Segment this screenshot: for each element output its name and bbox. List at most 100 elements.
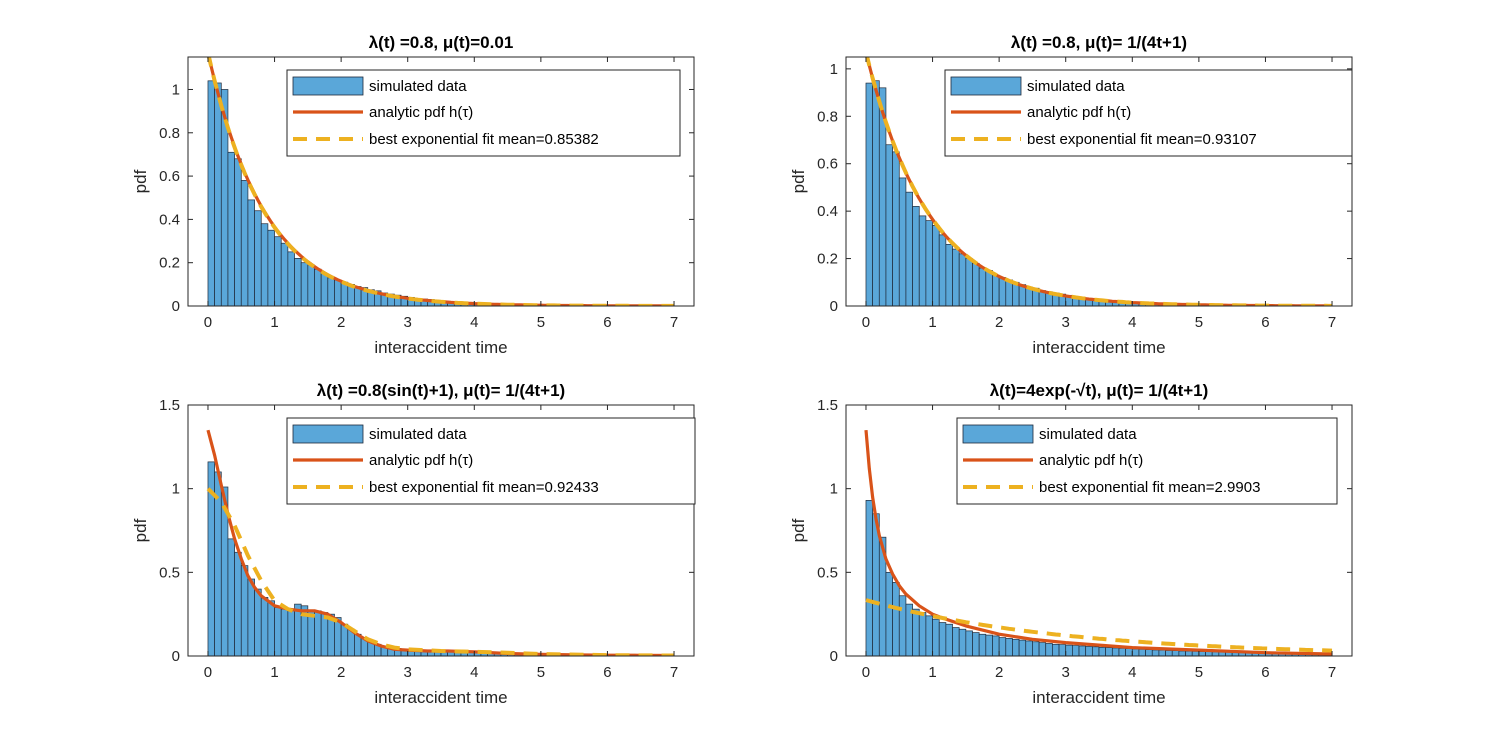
chart-title: λ(t) =0.8, μ(t)=0.01: [369, 33, 514, 52]
histogram-bar: [918, 612, 927, 657]
histogram-bar: [952, 627, 960, 657]
x-tick-label: 3: [404, 314, 412, 331]
legend-label-fit: best exponential fit mean=2.9903: [1039, 479, 1260, 496]
legend-swatch-histogram: [292, 424, 364, 444]
histogram-bar: [1198, 651, 1206, 657]
histogram-bar: [294, 258, 302, 307]
subplot-3: 0 1 2 3 4 5 6 7 0 0.5 1 1.5 λ(t) =0.8(sin(t)+1), μ(t…: [131, 381, 696, 707]
histogram-bar: [912, 608, 920, 657]
y-axis-label: pdf: [789, 169, 808, 193]
x-tick-label: 2: [995, 664, 1003, 681]
histogram-bar: [287, 251, 295, 307]
y-tick-label: 0: [172, 298, 180, 315]
histogram-bar: [267, 600, 275, 657]
histogram-bar: [1145, 649, 1153, 657]
x-tick-label: 4: [470, 314, 478, 331]
histogram-bar: [998, 277, 1007, 307]
histogram-bar: [274, 236, 282, 307]
exponential-fit-line: [865, 57, 1332, 306]
x-tick-label: 1: [928, 314, 936, 331]
histogram-bar: [1178, 650, 1186, 657]
legend-label-analytic: analytic pdf h(τ): [1039, 452, 1143, 469]
y-tick-label: 0.5: [817, 564, 838, 581]
x-tick-label: 6: [603, 664, 611, 681]
legend-label-simulated: simulated data: [369, 78, 467, 95]
x-tick-label: 5: [537, 664, 545, 681]
x-tick-label: 5: [537, 314, 545, 331]
x-tick-label: 4: [1128, 664, 1136, 681]
legend-label-analytic: analytic pdf h(τ): [369, 452, 473, 469]
x-axis-label: interaccident time: [1032, 338, 1165, 357]
histogram-bar: [992, 274, 1000, 307]
histogram-bar: [247, 578, 255, 657]
y-tick-label: 0.4: [159, 211, 180, 228]
histogram-bar: [260, 223, 269, 307]
exponential-fit-line: [865, 598, 1333, 653]
histogram-bar: [1125, 648, 1133, 657]
histogram-bar: [1058, 644, 1067, 657]
histogram-bar: [227, 538, 235, 657]
x-tick-label: 2: [337, 314, 345, 331]
chart-title: λ(t) =0.8(sin(t)+1), μ(t)= 1/(4t+1): [317, 381, 565, 400]
subplot-1: 0 1 2 3 4 5 6 7 0 0.2 0.4 0.6 0.8 1 λ(t) =0.8, μ(t)=0.…: [131, 33, 695, 357]
histogram-bar: [945, 243, 953, 307]
histogram-bar: [872, 80, 880, 307]
histogram-bar: [938, 234, 947, 307]
axes-box: [187, 404, 695, 657]
histogram-bar: [1191, 650, 1200, 657]
axes-box: [187, 56, 695, 307]
histogram-bar: [925, 615, 933, 657]
y-axis-label: pdf: [789, 518, 808, 542]
x-tick-label: 0: [862, 664, 870, 681]
x-tick-label: 3: [1062, 664, 1070, 681]
x-axis-label: interaccident time: [374, 688, 507, 707]
x-axis-label: interaccident time: [374, 338, 507, 357]
x-tick-label: 2: [337, 664, 345, 681]
histogram-bar: [207, 80, 215, 307]
x-tick-label: 5: [1195, 664, 1203, 681]
histogram-bar: [905, 191, 913, 307]
histogram-bar: [912, 206, 920, 307]
histogram-bar: [334, 279, 342, 307]
histogram-bar: [300, 262, 309, 307]
x-tick-label: 6: [1261, 314, 1269, 331]
legend-swatch-histogram: [962, 424, 1034, 444]
histogram-bar: [247, 199, 255, 307]
histogram-bar: [267, 229, 275, 307]
histogram-bar: [965, 258, 973, 307]
histogram-bar: [985, 634, 993, 657]
legend-label-fit: best exponential fit mean=0.93107: [1027, 131, 1257, 148]
y-tick-label: 1.5: [817, 397, 838, 414]
y-axis-label: pdf: [131, 169, 150, 193]
histogram-bar: [287, 610, 295, 657]
histogram-bar: [1158, 649, 1166, 657]
analytic-pdf-line: [864, 429, 1333, 656]
histogram-bar: [932, 618, 940, 657]
histogram-bar: [945, 623, 953, 657]
histogram-bar: [260, 597, 269, 657]
histogram-bar: [998, 637, 1007, 657]
histogram-bar: [898, 595, 907, 657]
histogram-bar: [885, 571, 893, 657]
x-tick-label: 1: [928, 664, 936, 681]
y-tick-label: 0.5: [159, 564, 180, 581]
x-tick-label: 3: [404, 664, 412, 681]
legend-label-analytic: analytic pdf h(τ): [1027, 104, 1131, 121]
histogram-bar: [327, 277, 335, 307]
histogram-bar: [932, 225, 940, 307]
y-tick-label: 0.4: [817, 203, 838, 220]
histogram-bar: [958, 628, 967, 657]
y-tick-label: 0: [172, 648, 180, 665]
y-tick-label: 0.6: [817, 156, 838, 173]
histogram-bar: [314, 610, 322, 657]
histogram-bar: [1012, 638, 1020, 657]
histogram-bar: [865, 82, 873, 307]
histogram-bar: [1171, 650, 1180, 657]
histogram-bar: [1032, 641, 1040, 657]
x-tick-label: 7: [1328, 314, 1336, 331]
histogram-bar: [952, 248, 960, 307]
y-tick-label: 0.2: [817, 251, 838, 268]
histogram-bar: [254, 588, 262, 657]
histogram-bar: [1131, 648, 1140, 657]
